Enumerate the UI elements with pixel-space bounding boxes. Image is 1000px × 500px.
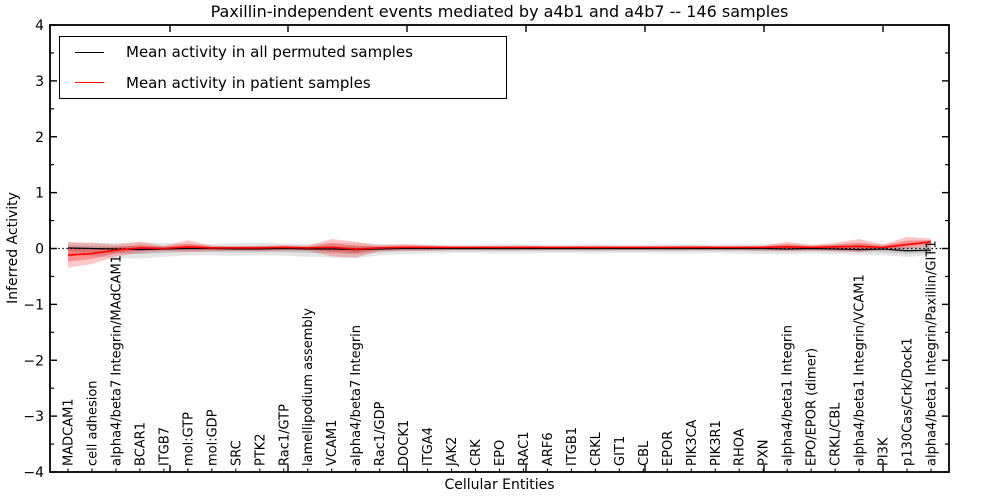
x-tick-label: PTK2 (253, 433, 268, 466)
x-tick-label: alpha4/beta1 Integrin/Paxillin/GIT1 (925, 240, 940, 466)
x-tick-label: RHOA (733, 428, 748, 466)
y-tick-label: −3 (23, 409, 44, 425)
x-tick-label: PXN (757, 440, 772, 466)
legend-label-permuted: Mean activity in all permuted samples (126, 43, 413, 62)
x-tick-label: MADCAM1 (62, 398, 77, 466)
legend-line-permuted-icon (75, 51, 104, 53)
x-tick-label: Rac1/GTP (277, 404, 292, 466)
x-tick-label: alpha4/beta7 Integrin (349, 325, 364, 466)
x-tick-label: alpha4/beta7 Integrin/MAdCAM1 (109, 255, 124, 466)
x-tick-label: VCAM1 (325, 420, 340, 466)
x-tick-label: ITGB7 (157, 427, 172, 466)
x-tick-label: alpha4/beta1 Integrin/VCAM1 (853, 274, 868, 466)
legend-label-patient: Mean activity in patient samples (126, 73, 371, 92)
x-tick-label: CRKL/CBL (829, 402, 844, 466)
x-tick-label: PI3K (877, 437, 892, 466)
y-tick-label: 2 (35, 130, 44, 146)
x-tick-label: p130Cas/Crk/Dock1 (901, 337, 916, 466)
x-tick-label: ARF6 (541, 432, 556, 466)
x-tick-label: cell adhesion (85, 380, 100, 466)
chart-title: Paxillin-independent events mediated by … (210, 2, 789, 21)
x-tick-label: ITGA4 (421, 427, 436, 466)
legend: Mean activity in all permuted samples Me… (59, 36, 507, 99)
x-tick-label: JAK2 (445, 437, 460, 467)
series-line-patient (67, 241, 932, 257)
x-tick-label: Rac1/GDP (373, 401, 388, 466)
x-tick-label: PIK3R1 (709, 420, 724, 466)
legend-item-patient: Mean activity in patient samples (60, 69, 506, 97)
x-tick-label: EPO/EPOR (dimer) (805, 348, 820, 466)
x-tick-label: lamellipodium assembly (301, 308, 316, 466)
y-tick-label: 0 (35, 242, 44, 258)
x-tick-label: RAC1 (517, 431, 532, 466)
y-tick-label: −1 (23, 297, 44, 313)
x-tick-label: alpha4/beta1 Integrin (781, 325, 796, 466)
x-tick-label: EPOR (661, 431, 676, 466)
x-tick-label: mol:GDP (205, 409, 220, 466)
x-tick-label: PIK3CA (685, 419, 700, 466)
x-tick-label: CBL (637, 440, 652, 466)
legend-item-permuted: Mean activity in all permuted samples (60, 38, 506, 66)
x-tick-label: BCAR1 (133, 422, 148, 466)
legend-line-patient-icon (75, 82, 104, 84)
x-tick-label: mol:GTP (181, 412, 196, 466)
x-tick-label: SRC (229, 440, 244, 466)
x-tick-label: DOCK1 (397, 420, 412, 466)
x-tick-label: ITGB1 (565, 427, 580, 466)
x-axis-label: Cellular Entities (444, 477, 555, 493)
band-outer-permuted (68, 242, 931, 259)
y-tick-label: 1 (35, 186, 44, 202)
y-tick-label: −2 (23, 353, 44, 369)
y-tick-label: 3 (35, 74, 44, 90)
x-tick-label: CRK (469, 439, 484, 466)
y-tick-label: −4 (23, 465, 44, 481)
x-tick-label: CRKL (589, 431, 604, 466)
x-tick-label: GIT1 (613, 436, 628, 466)
x-tick-label: EPO (493, 440, 508, 466)
y-axis-label: Inferred Activity (5, 192, 21, 304)
y-tick-label: 4 (35, 18, 44, 34)
